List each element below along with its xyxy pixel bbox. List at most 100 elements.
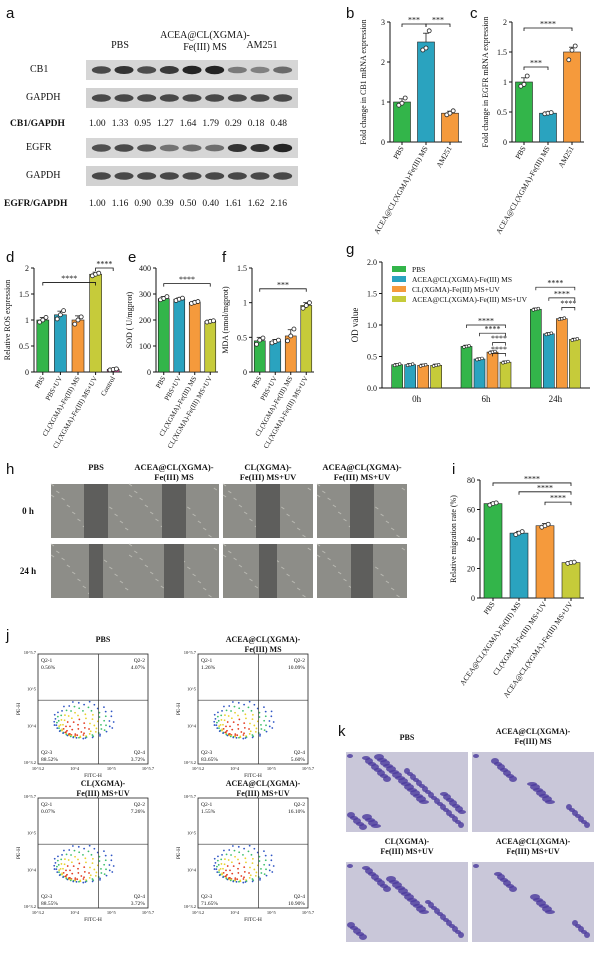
flow-event	[83, 726, 86, 729]
blot-band	[250, 66, 270, 74]
flow-event	[69, 725, 71, 728]
flow-event	[90, 853, 93, 856]
cell-speck	[56, 490, 60, 494]
flow-event	[53, 713, 56, 716]
flow-event	[222, 871, 225, 874]
flow-event	[231, 701, 234, 703]
y-tick-label: 2	[381, 58, 385, 67]
flow-event	[225, 725, 227, 728]
blot-band	[273, 143, 293, 153]
cell-speck	[322, 550, 326, 554]
flow-event	[58, 871, 60, 874]
flow-event	[231, 845, 234, 847]
panel-label-k: k	[338, 723, 346, 740]
bar	[404, 364, 416, 389]
flow-event	[60, 719, 63, 721]
cell-speck	[114, 573, 118, 577]
bar	[417, 365, 429, 389]
cell-speck	[343, 518, 347, 522]
flow-event	[108, 869, 111, 872]
blot-band	[250, 143, 270, 153]
flow-event	[224, 731, 227, 734]
y-tick-label: 1	[381, 98, 385, 107]
quadrant-label: 88.55%	[41, 901, 58, 907]
flow-event	[71, 845, 74, 847]
y-tick-label: 0.5	[237, 333, 247, 342]
flow-event	[238, 736, 240, 739]
flow-event	[80, 875, 83, 877]
flow-event	[82, 878, 85, 880]
cell-speck	[222, 543, 227, 547]
flow-event	[218, 871, 220, 874]
flow-event	[268, 869, 271, 872]
data-point	[58, 312, 63, 318]
blot-ratio-value: 0.40	[202, 199, 219, 209]
blot-ratio-value: 1.62	[248, 199, 265, 209]
stained-cell	[572, 920, 578, 926]
cell-speck	[222, 554, 227, 558]
y-tick-label: 1	[243, 299, 247, 308]
flow-event	[213, 720, 216, 723]
data-point	[402, 95, 408, 101]
cell-speck	[149, 571, 154, 575]
flow-event	[264, 859, 267, 862]
panel-label-a: a	[6, 5, 15, 22]
bar	[393, 101, 411, 143]
flow-event	[91, 857, 94, 860]
cell-speck	[144, 564, 149, 568]
flow-event	[270, 715, 273, 718]
cell-speck	[296, 527, 301, 531]
flow-event	[57, 863, 60, 866]
cell-speck	[390, 587, 395, 591]
y-tick-label: 2	[25, 264, 29, 273]
flow-event	[238, 851, 241, 854]
y-tick-label: 1.5	[237, 264, 247, 273]
cell-speck	[155, 518, 159, 522]
cell-speck	[243, 571, 248, 575]
cell-speck	[71, 571, 76, 575]
cell-speck	[385, 580, 390, 584]
flow-event	[75, 880, 78, 883]
flow-event	[223, 705, 225, 708]
blot-ratio-value: 1.27	[157, 119, 174, 129]
blot-ratio-value: 1.64	[180, 119, 197, 129]
blot-ratio-value: 0.50	[180, 199, 197, 209]
blot-ratio-value: 1.16	[112, 199, 129, 209]
flow-plot-frame	[37, 653, 149, 765]
panel-label-b: b	[346, 5, 354, 22]
flow-event	[112, 721, 115, 723]
quadrant-label: Q2-3	[201, 750, 213, 756]
significance-label: ****	[537, 483, 553, 492]
cell-speck	[192, 513, 196, 517]
y-tick-label: 0.5	[367, 353, 377, 362]
flow-event	[216, 721, 218, 724]
flow-event	[70, 854, 72, 856]
cell-speck	[77, 518, 81, 522]
x-tick-label: PBS	[513, 145, 527, 161]
blot-ratio-value: 1.61	[225, 199, 242, 209]
flow-event	[78, 718, 81, 721]
flow-event	[220, 719, 223, 721]
flow-event	[110, 859, 113, 862]
bar	[157, 298, 170, 373]
flow-title: Fe(III) MS	[244, 645, 282, 654]
flow-event	[71, 872, 74, 875]
flow-event	[244, 713, 247, 716]
blot-band	[159, 66, 179, 74]
flow-event	[88, 844, 91, 847]
flow-event	[236, 878, 239, 881]
flow-event	[253, 724, 256, 727]
stained-cell	[527, 782, 537, 786]
cell-speck	[228, 550, 232, 554]
flow-x-tick: 10^4	[230, 910, 240, 915]
significance-label: ****	[96, 260, 112, 269]
cell-speck	[50, 494, 55, 498]
panel-label-d: d	[6, 249, 14, 266]
blot-band	[114, 144, 134, 152]
flow-event	[251, 736, 254, 739]
bar	[483, 503, 503, 599]
transwell-image	[472, 752, 594, 832]
quadrant-label: Q2-4	[294, 750, 306, 756]
